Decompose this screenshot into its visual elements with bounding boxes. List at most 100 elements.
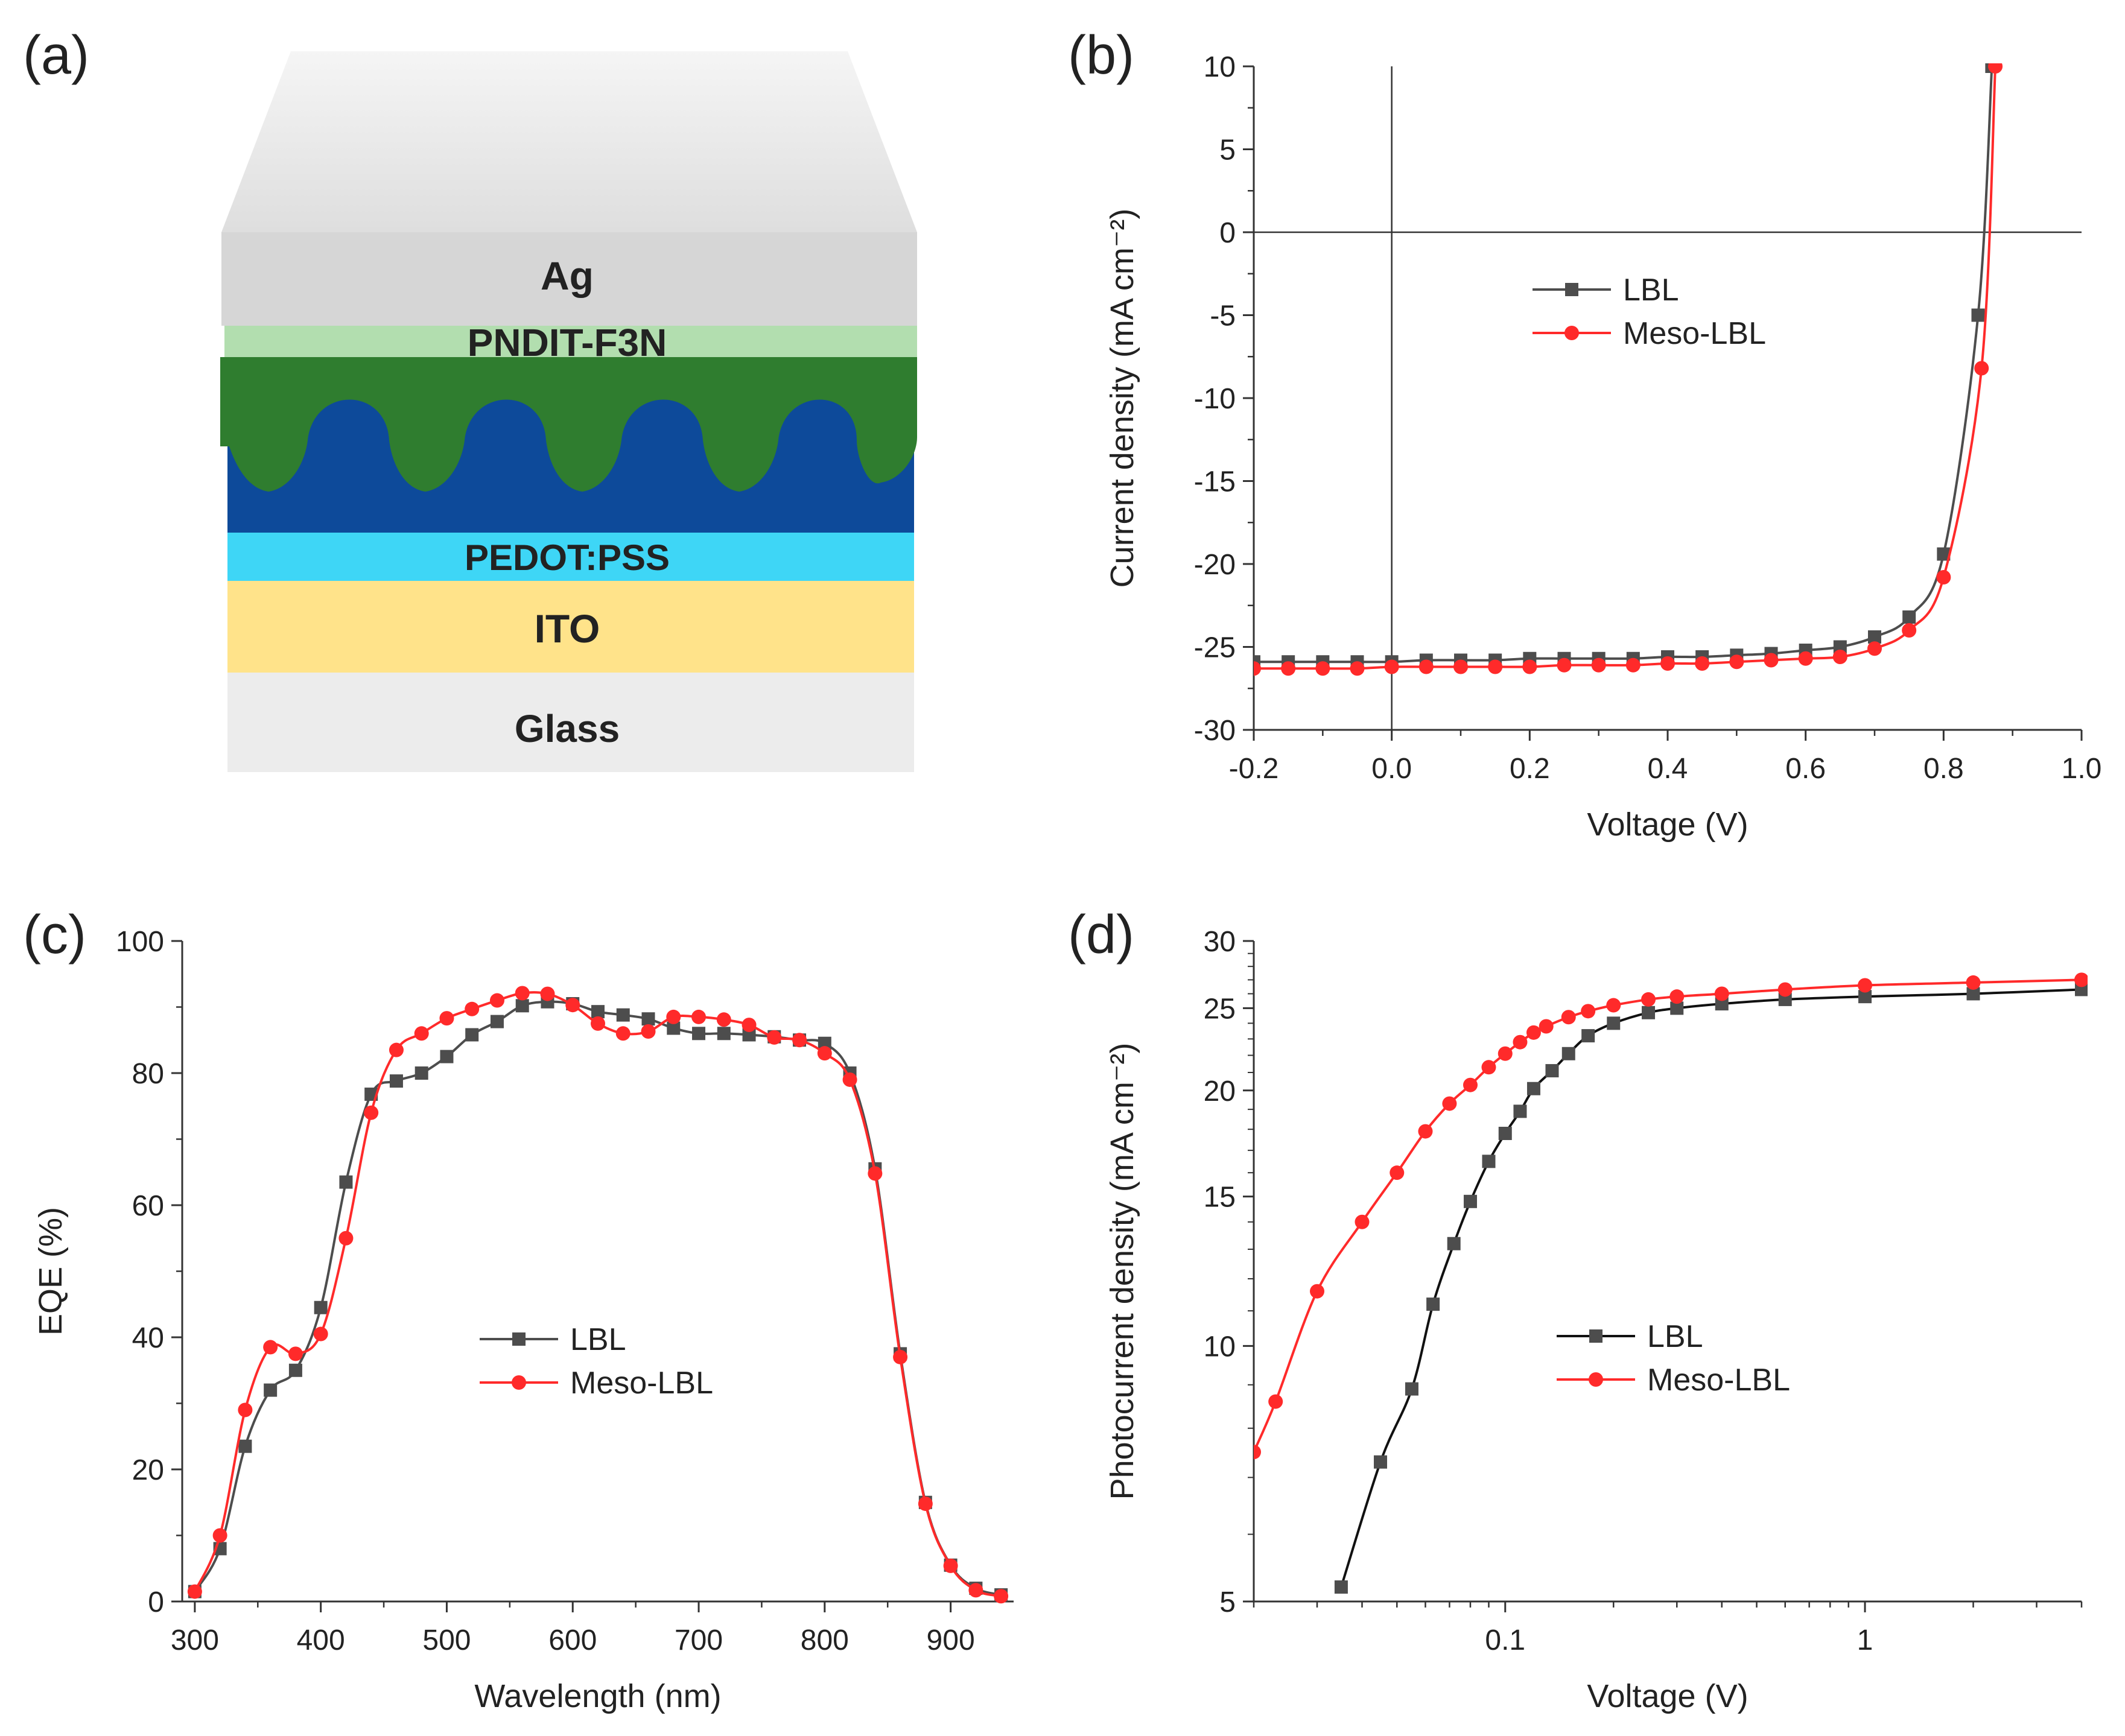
data-point [817,1046,832,1061]
data-point [1513,1034,1528,1050]
data-point [1390,1165,1405,1180]
data-point [1315,661,1330,676]
data-point [1545,1064,1559,1078]
data-point [641,1012,655,1026]
series-meso-lbl [1254,63,2003,676]
y-axis-title: Photocurrent density (mA cm⁻²) [1104,1043,1140,1500]
data-point [1405,1382,1418,1396]
data-point [1463,1077,1478,1092]
data-point [1974,361,1989,376]
data-point [1902,623,1917,638]
x-tick-label: 1 [1857,1624,1873,1656]
data-point [1729,654,1744,670]
data-point [1498,1046,1513,1061]
data-point [1936,570,1951,584]
legend-label: LBL [570,1322,626,1357]
data-point [1642,1006,1656,1019]
data-point [818,1036,831,1050]
x-tick-label: 900 [927,1624,975,1656]
y-tick-label: 80 [132,1058,164,1090]
panel-label-b: (b) [1068,25,1134,86]
data-point [1281,661,1296,676]
data-point [1513,1104,1527,1118]
y-tick-label: 15 [1204,1182,1236,1214]
y-axis-title: EQE (%) [33,1207,69,1335]
data-point [212,1528,227,1543]
data-point [187,1584,202,1599]
data-point [591,1005,605,1019]
data-point [1714,986,1729,1001]
data-point [1581,1029,1595,1043]
legend-marker [1564,326,1579,340]
device-stack-diagram: Ag PNDIT-F3N PEDOT:PSS ITO Glass [220,51,917,772]
data-point [1858,978,1873,993]
data-point [1669,989,1685,1004]
data-point [968,1583,983,1598]
data-point [1426,1297,1440,1311]
data-point [1695,656,1710,671]
data-point [565,998,580,1013]
legend-marker [1589,1372,1603,1387]
x-tick-label: 0.8 [1923,753,1964,785]
data-point [515,999,529,1013]
data-point [1442,1096,1457,1111]
ag-layer [221,232,917,326]
data-point [1355,1214,1370,1229]
series-lbl [1334,983,2088,1594]
data-point [1561,1047,1575,1060]
data-point [1522,659,1537,674]
x-tick-label: 0.6 [1785,753,1826,785]
data-point [389,1042,404,1057]
x-tick-label: 600 [548,1624,597,1656]
data-point [1453,659,1468,674]
data-point [1334,1580,1348,1594]
x-tick-label: 1.0 [2062,753,2102,785]
y-tick-label: -10 [1194,383,1236,415]
panel-label-d: (d) [1068,905,1134,965]
y-tick-label: 5 [1219,1586,1236,1618]
y-tick-label: -20 [1194,549,1236,581]
ito-layer [227,581,914,673]
y-tick-label: 20 [1204,1075,1236,1107]
data-point [238,1402,253,1418]
data-point [515,986,530,1001]
data-point [465,1028,479,1042]
data-point [1868,630,1881,644]
y-tick-label: 30 [1204,926,1236,958]
data-point [490,1015,504,1028]
y-tick-label: -15 [1194,466,1236,498]
data-point [1606,998,1621,1013]
data-point [264,1383,278,1397]
data-point [1447,1237,1461,1250]
data-point [742,1028,756,1042]
panel-label-a: (a) [23,25,89,86]
data-point [1254,1445,1261,1460]
data-point [716,1012,731,1027]
data-point [1832,650,1847,664]
data-point [465,1001,480,1016]
data-point [742,1018,757,1033]
data-point [364,1105,379,1120]
data-point [616,1008,630,1022]
legend-label: LBL [1623,273,1679,308]
data-point [1625,657,1641,673]
data-point [338,1231,354,1246]
x-tick-label: 300 [171,1624,219,1656]
data-point [918,1496,933,1511]
x-tick-label: 0.1 [1485,1624,1525,1656]
data-point [691,1009,707,1024]
x-axis-title: Voltage (V) [1587,1678,1748,1714]
x-tick-label: 800 [801,1624,849,1656]
data-point [1384,659,1399,674]
data-point [1561,1010,1576,1025]
y-axis-title: Current density (mA cm⁻²) [1104,209,1140,588]
ag-top-face [221,51,917,232]
data-point [414,1026,429,1041]
data-point [1670,1001,1684,1015]
data-point [489,993,504,1008]
data-point [339,1175,353,1189]
y-tick-label: 60 [132,1190,164,1222]
data-point [1482,1155,1496,1168]
data-point [288,1363,302,1377]
